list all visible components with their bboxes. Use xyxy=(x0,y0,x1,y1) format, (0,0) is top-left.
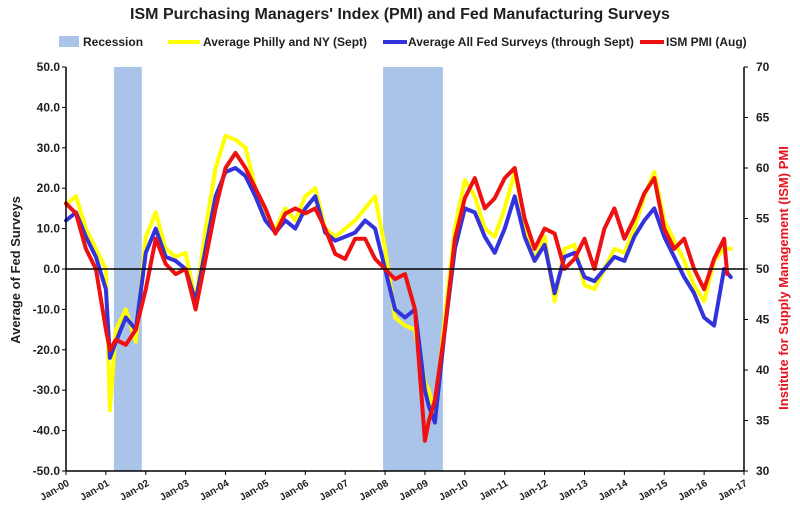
x-tick-label: Jan-11 xyxy=(478,478,511,503)
x-tick-label: Jan-08 xyxy=(358,478,391,504)
x-tick-label: Jan-04 xyxy=(198,478,231,504)
y-tick-label-left: 40.0 xyxy=(37,100,61,114)
legend: Recession Average Philly and NY (Sept) A… xyxy=(59,35,747,49)
legend-recession-swatch xyxy=(59,36,79,47)
x-tick-label: Jan-02 xyxy=(118,478,151,504)
series-line-0 xyxy=(64,133,733,417)
y-tick-label-right: 50 xyxy=(756,262,770,276)
x-tick-label: Jan-07 xyxy=(318,478,351,504)
y-tick-label-left: 0.0 xyxy=(43,262,60,276)
y-tick-label-right: 40 xyxy=(756,363,770,377)
x-tick-label: Jan-06 xyxy=(278,478,311,504)
y-axis-label-right: Institute for Supply Management (ISM) PM… xyxy=(776,146,791,410)
chart-title: ISM Purchasing Managers' Index (PMI) and… xyxy=(130,6,670,23)
legend-philly-ny-label: Average Philly and NY (Sept) xyxy=(203,35,367,49)
x-tick-label: Jan-09 xyxy=(397,478,430,504)
x-tick-label: Jan-16 xyxy=(677,478,710,504)
y-tick-label-right: 35 xyxy=(756,414,770,428)
y-tick-label-left: -30.0 xyxy=(33,383,61,397)
x-tick-label: Jan-01 xyxy=(78,478,111,504)
x-tick-label: Jan-00 xyxy=(39,478,72,504)
y-tick-label-left: 30.0 xyxy=(37,141,61,155)
x-tick-label: Jan-03 xyxy=(158,478,191,504)
x-tick-label: Jan-14 xyxy=(597,478,630,504)
legend-all-fed-label: Average All Fed Surveys (through Sept) xyxy=(408,35,634,49)
y-tick-label-right: 55 xyxy=(756,212,770,226)
x-tick-label: Jan-13 xyxy=(557,478,590,504)
series-line-1 xyxy=(64,166,733,425)
y-tick-label-left: 10.0 xyxy=(37,222,61,236)
y-tick-label-right: 30 xyxy=(756,464,770,478)
y-tick-label-right: 45 xyxy=(756,313,770,327)
x-tick-label: Jan-05 xyxy=(238,478,271,504)
y-tick-label-left: 20.0 xyxy=(37,181,61,195)
y-tick-label-right: 70 xyxy=(756,60,770,74)
x-tick-label: Jan-17 xyxy=(717,478,750,504)
y-tick-label-left: -50.0 xyxy=(33,464,61,478)
y-tick-label-left: -20.0 xyxy=(33,343,61,357)
y-axis-label-left: Average of Fed Surveys xyxy=(8,196,23,344)
legend-recession-label: Recession xyxy=(83,35,143,49)
y-tick-label-left: 50.0 xyxy=(37,60,61,74)
y-tick-label-right: 65 xyxy=(756,111,770,125)
x-tick-label: Jan-15 xyxy=(637,478,670,504)
y-tick-label-left: -40.0 xyxy=(33,424,61,438)
x-tick-label: Jan-10 xyxy=(437,478,470,504)
legend-ism-label: ISM PMI (Aug) xyxy=(666,35,747,49)
y-tick-label-left: -10.0 xyxy=(33,302,61,316)
x-tick-label: Jan-12 xyxy=(517,478,550,504)
y-tick-label-right: 60 xyxy=(756,161,770,175)
